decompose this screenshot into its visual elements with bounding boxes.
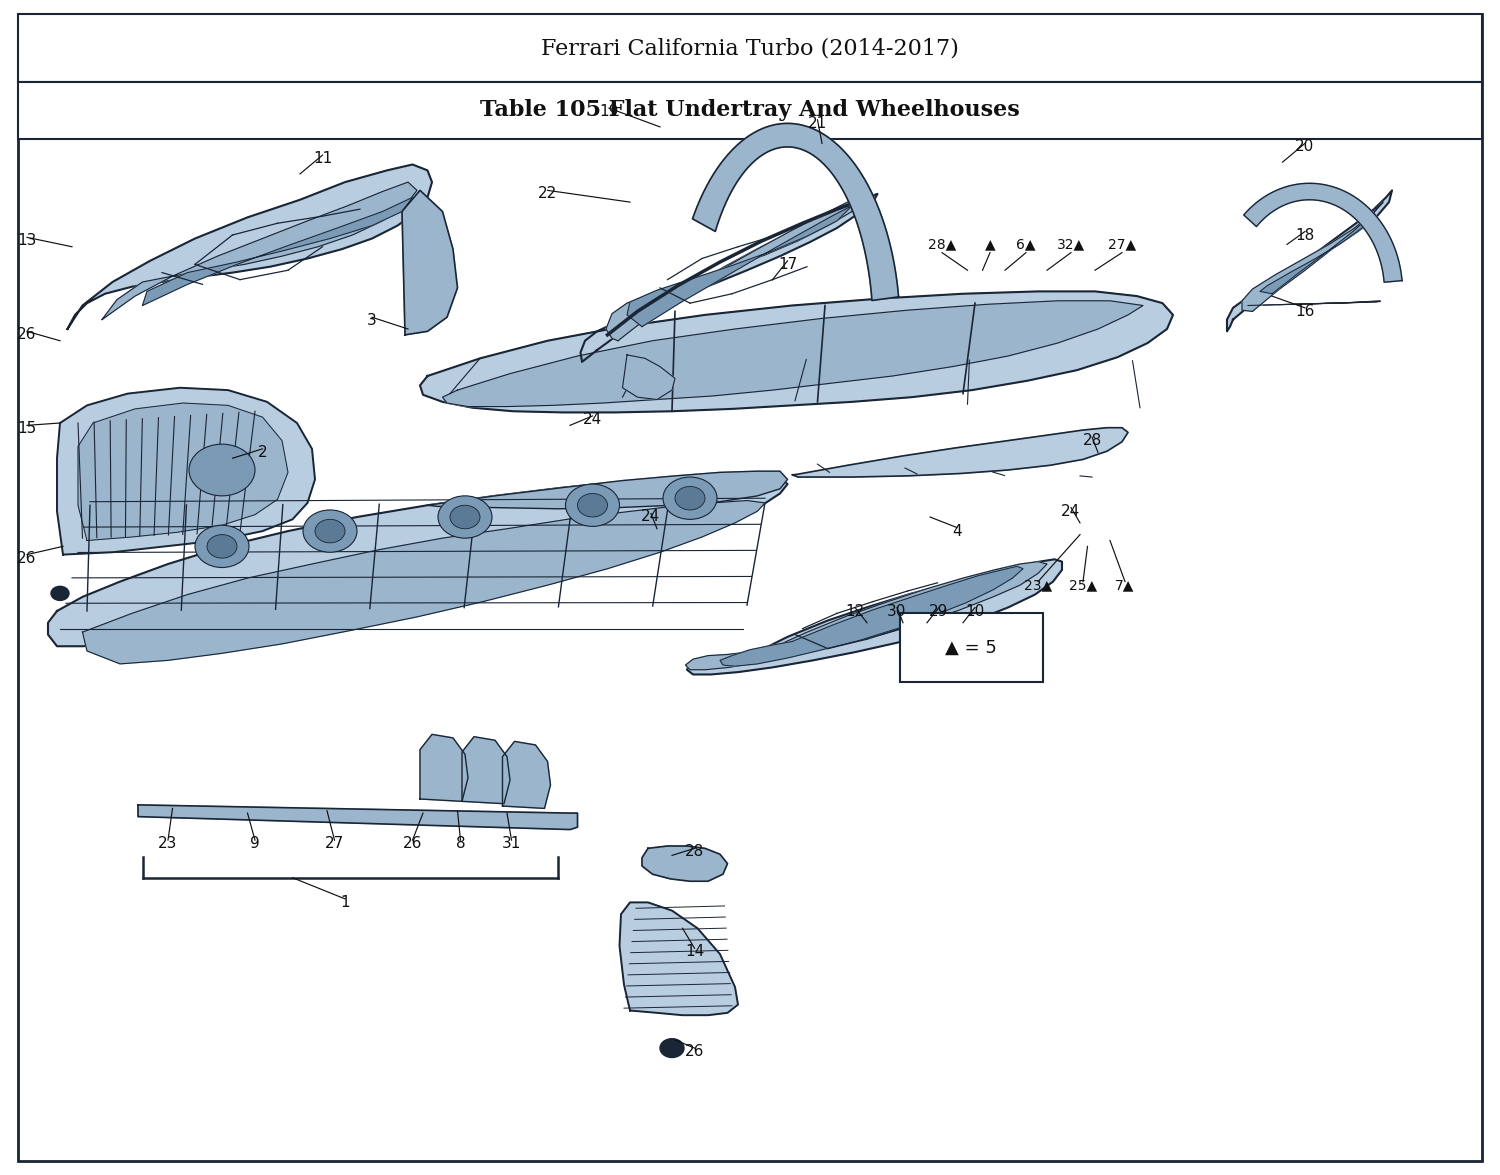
Circle shape <box>51 586 69 600</box>
Circle shape <box>303 510 357 552</box>
Bar <box>18 14 1482 82</box>
Circle shape <box>450 505 480 529</box>
Text: 32▲: 32▲ <box>1058 237 1084 251</box>
Text: 13: 13 <box>18 234 36 248</box>
Text: 27: 27 <box>326 837 344 851</box>
Text: 14: 14 <box>686 945 703 959</box>
Text: ▲: ▲ <box>984 237 996 251</box>
Polygon shape <box>627 206 852 327</box>
Text: 26: 26 <box>18 328 36 342</box>
Text: 17: 17 <box>778 257 796 271</box>
Text: 12: 12 <box>846 604 864 618</box>
Text: 10: 10 <box>966 604 984 618</box>
Polygon shape <box>686 562 1047 670</box>
Text: 2: 2 <box>258 445 267 459</box>
Polygon shape <box>402 190 457 335</box>
Text: 28: 28 <box>1083 434 1101 448</box>
Circle shape <box>189 444 255 496</box>
Text: 24: 24 <box>584 412 602 427</box>
Text: 22: 22 <box>538 187 556 201</box>
Text: 29: 29 <box>930 604 948 618</box>
Polygon shape <box>1260 214 1372 294</box>
Text: 26: 26 <box>18 551 36 565</box>
Text: 19: 19 <box>600 105 618 119</box>
Circle shape <box>438 496 492 538</box>
Text: 8: 8 <box>456 837 465 851</box>
Polygon shape <box>138 805 578 830</box>
Text: 16: 16 <box>1296 304 1314 318</box>
Text: Table 105 Flat Undertray And Wheelhouses: Table 105 Flat Undertray And Wheelhouses <box>480 100 1020 121</box>
Polygon shape <box>57 388 315 555</box>
Text: 28: 28 <box>686 845 703 859</box>
Polygon shape <box>102 182 417 320</box>
Polygon shape <box>420 734 468 801</box>
Text: 28▲: 28▲ <box>928 237 956 251</box>
Polygon shape <box>142 197 413 306</box>
Text: 27▲: 27▲ <box>1108 237 1136 251</box>
Text: 26: 26 <box>686 1045 703 1059</box>
Text: ▲ = 5: ▲ = 5 <box>945 638 998 657</box>
Text: 21: 21 <box>808 116 826 130</box>
Text: 26: 26 <box>404 837 422 851</box>
Text: 24: 24 <box>1062 504 1080 518</box>
Text: 9: 9 <box>251 837 260 851</box>
Text: 23▲: 23▲ <box>1024 578 1051 592</box>
Circle shape <box>675 486 705 510</box>
Text: 4: 4 <box>952 524 962 538</box>
Circle shape <box>566 484 620 526</box>
Polygon shape <box>606 197 862 341</box>
Text: 7▲: 7▲ <box>1116 578 1134 592</box>
Text: 24: 24 <box>642 510 660 524</box>
Text: 25▲: 25▲ <box>1070 578 1096 592</box>
Text: 15: 15 <box>18 422 36 436</box>
Text: Ferrari California Turbo (2014-2017): Ferrari California Turbo (2014-2017) <box>542 38 958 59</box>
Polygon shape <box>622 355 675 400</box>
Circle shape <box>660 1039 684 1058</box>
Polygon shape <box>642 846 728 881</box>
Polygon shape <box>580 194 878 362</box>
Circle shape <box>663 477 717 519</box>
Polygon shape <box>68 165 432 329</box>
Polygon shape <box>1244 183 1403 282</box>
Bar <box>900 613 1042 682</box>
Polygon shape <box>442 301 1143 407</box>
Text: 18: 18 <box>1296 228 1314 242</box>
Text: 3: 3 <box>368 314 376 328</box>
Polygon shape <box>420 291 1173 412</box>
Polygon shape <box>792 428 1128 477</box>
Circle shape <box>315 519 345 543</box>
Polygon shape <box>1242 202 1383 311</box>
Polygon shape <box>687 559 1062 674</box>
Text: 1: 1 <box>340 895 350 909</box>
Polygon shape <box>693 123 898 301</box>
Text: 20: 20 <box>1296 140 1314 154</box>
Polygon shape <box>503 741 550 808</box>
Polygon shape <box>720 566 1023 666</box>
Polygon shape <box>462 737 510 804</box>
Text: 6▲: 6▲ <box>1017 237 1035 251</box>
Circle shape <box>578 494 608 517</box>
Text: 11: 11 <box>314 152 332 166</box>
Text: 30: 30 <box>888 604 906 618</box>
Polygon shape <box>48 475 788 646</box>
Bar <box>18 82 1482 139</box>
Text: 23: 23 <box>159 837 177 851</box>
Text: 31: 31 <box>503 837 520 851</box>
Circle shape <box>195 525 249 568</box>
Circle shape <box>207 535 237 558</box>
Polygon shape <box>82 501 765 664</box>
Polygon shape <box>620 902 738 1015</box>
Polygon shape <box>78 403 288 540</box>
Polygon shape <box>1227 190 1392 331</box>
Polygon shape <box>427 471 788 509</box>
